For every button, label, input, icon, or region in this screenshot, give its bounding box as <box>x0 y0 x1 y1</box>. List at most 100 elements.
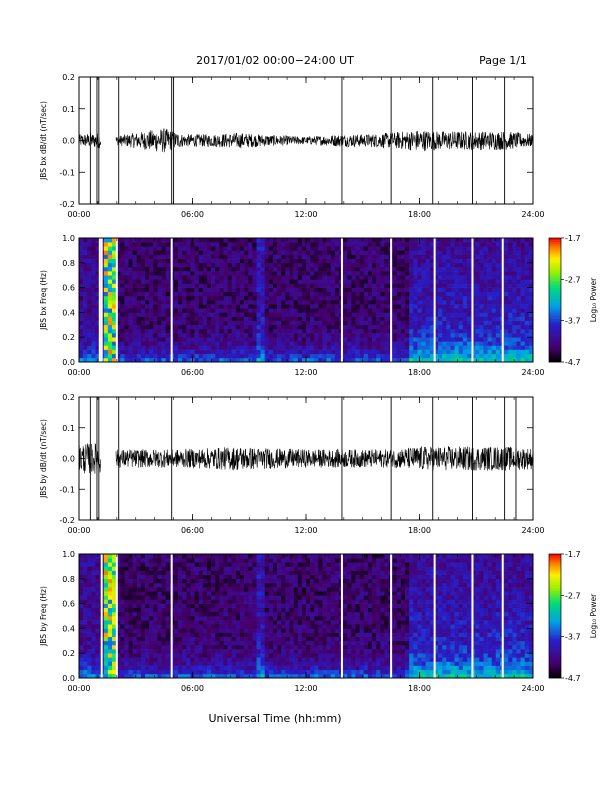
spectrogram-cell <box>79 238 84 243</box>
spectrogram-cell <box>252 304 257 309</box>
spectrogram-cell <box>239 341 245 346</box>
spectrogram-cell <box>256 587 261 592</box>
spectrogram-cell <box>508 341 513 346</box>
spectrogram-cell <box>248 328 253 334</box>
spectrogram-cell <box>194 574 199 580</box>
spectrogram-cell <box>248 624 253 629</box>
spectrogram-cell <box>438 266 443 272</box>
y-tick-label: 0.2 <box>62 393 75 402</box>
spectrogram-cell <box>264 275 270 280</box>
spectrogram-cell <box>433 279 439 284</box>
spectrogram-cell <box>252 554 257 559</box>
spectrogram-cell <box>458 345 464 350</box>
spectrogram-cell <box>285 242 290 247</box>
spectrogram-cell <box>120 578 125 584</box>
spectrogram-cell <box>215 308 220 313</box>
spectrogram-cell <box>103 599 109 604</box>
spectrogram-cell <box>417 341 422 346</box>
spectrogram-cell <box>116 669 121 675</box>
spectrogram-cell <box>186 324 191 330</box>
spectrogram-cell <box>491 353 497 359</box>
spectrogram-cell <box>256 620 261 625</box>
spectrogram-cell <box>116 341 121 346</box>
spectrogram-cell <box>211 271 216 276</box>
spectrogram-cell <box>107 558 113 563</box>
spectrogram-cell <box>524 287 530 293</box>
spectrogram-cell <box>289 242 294 247</box>
spectrogram-cell <box>409 308 414 313</box>
spectrogram-cell <box>190 616 195 621</box>
spectrogram-cell <box>458 266 464 272</box>
spectrogram-cell <box>116 665 121 671</box>
spectrogram-cell <box>116 574 121 580</box>
spectrogram-cell <box>326 304 332 309</box>
spectrogram-cell <box>83 607 88 613</box>
spectrogram-cell <box>136 624 142 629</box>
spectrogram-cell <box>244 262 249 268</box>
spectrogram-cell <box>504 291 509 297</box>
spectrogram-cell <box>136 287 142 293</box>
colorbar-swatch <box>549 359 561 363</box>
spectrogram-cell <box>112 312 117 317</box>
spectrogram-cell <box>462 242 468 247</box>
spectrogram-cell <box>491 283 497 288</box>
spectrogram-cell <box>215 275 220 280</box>
spectrogram-cell <box>306 266 311 272</box>
spectrogram-cell <box>153 242 158 247</box>
spectrogram-cell <box>103 595 109 600</box>
spectrogram-cell <box>367 262 373 268</box>
spectrogram-cell <box>491 357 497 363</box>
spectrogram-cell <box>281 279 286 284</box>
spectrogram-cell <box>145 649 150 654</box>
spectrogram-cell <box>149 574 154 580</box>
spectrogram-cell <box>215 632 220 637</box>
spectrogram-cell <box>120 333 125 338</box>
spectrogram-cell <box>516 308 521 313</box>
spectrogram-cell <box>178 250 183 255</box>
spectrogram-cell <box>248 287 253 293</box>
spectrogram-cell <box>330 328 336 334</box>
spectrogram-cell <box>433 258 439 264</box>
spectrogram-cell <box>264 271 270 276</box>
spectrogram-cell <box>380 242 385 247</box>
spectrogram-cell <box>306 328 311 334</box>
spectrogram-cell <box>83 333 88 338</box>
spectrogram-cell <box>264 295 270 301</box>
spectrogram-cell <box>297 246 303 251</box>
spectrogram-cell <box>524 254 530 259</box>
spectrogram-cell <box>301 341 307 346</box>
colorbar-swatch <box>549 318 561 321</box>
spectrogram-cell <box>405 258 410 264</box>
spectrogram-cell <box>235 353 241 359</box>
spectrogram-cell <box>475 246 480 251</box>
spectrogram-cell <box>235 304 241 309</box>
spectrogram-cell <box>202 304 208 309</box>
spectrogram-cell <box>359 308 365 313</box>
spectrogram-cell <box>260 242 266 247</box>
spectrogram-cell <box>116 308 121 313</box>
spectrogram-cell <box>260 262 266 268</box>
spectrogram-cell <box>446 291 451 297</box>
spectrogram-cell <box>462 324 468 330</box>
spectrogram-cell <box>112 582 117 588</box>
spectrogram-cell <box>301 320 307 326</box>
spectrogram-cell <box>409 353 414 359</box>
spectrogram-cell <box>343 328 348 334</box>
spectrogram-cell <box>293 328 299 334</box>
spectrogram-cell <box>293 357 299 363</box>
spectrogram-cell <box>256 279 261 284</box>
spectrogram-cell <box>487 349 493 355</box>
spectrogram-cell <box>392 304 398 309</box>
spectrogram-cell <box>495 333 501 338</box>
spectrogram-cell <box>103 582 109 588</box>
spectrogram-cell <box>182 644 187 650</box>
spectrogram-cell <box>206 333 212 338</box>
spectrogram-cell <box>107 591 113 596</box>
spectrogram-cell <box>198 295 204 301</box>
spectrogram-cell <box>136 353 142 359</box>
spectrogram-cell <box>103 566 109 571</box>
spectrogram-cell <box>376 357 381 363</box>
spectrogram-cell <box>516 287 521 293</box>
spectrogram-cell <box>244 341 249 346</box>
spectrogram-cell <box>120 582 125 588</box>
